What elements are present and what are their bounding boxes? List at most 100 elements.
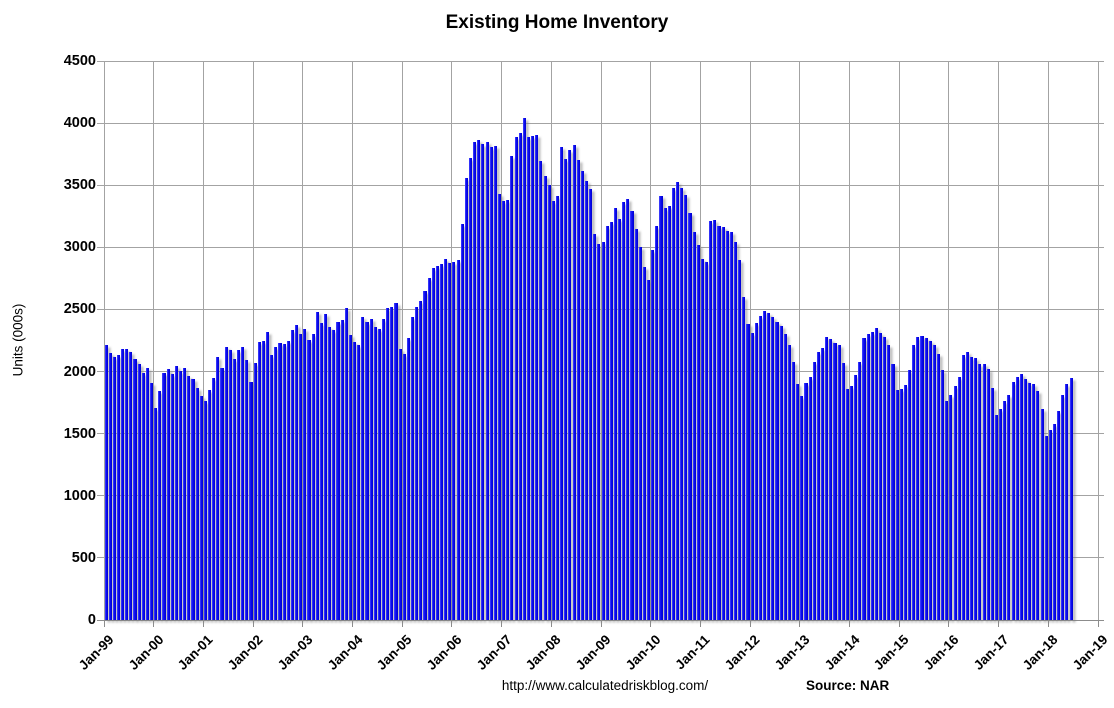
bar	[725, 231, 729, 620]
bar	[821, 347, 825, 620]
bar	[307, 339, 311, 620]
bar	[419, 301, 423, 620]
bar	[357, 345, 361, 620]
bar	[348, 334, 352, 620]
v-gridline	[202, 61, 204, 620]
bar	[435, 265, 439, 620]
y-tick-label: 4500	[63, 53, 96, 69]
v-gridline	[948, 61, 950, 620]
bar	[1011, 381, 1015, 620]
bar	[676, 182, 680, 620]
bar	[705, 262, 709, 620]
bar	[1032, 383, 1036, 620]
y-tick-label: 2500	[63, 301, 96, 318]
bar	[452, 261, 456, 620]
bar	[427, 278, 431, 620]
bar	[858, 361, 862, 620]
x-tick-label: Jan-18	[1020, 632, 1061, 673]
v-gridline	[252, 61, 254, 620]
bar	[129, 352, 133, 620]
bar	[638, 247, 642, 620]
bar	[406, 338, 410, 620]
bar	[473, 141, 477, 620]
bar	[688, 212, 692, 620]
x-tick-label: Jan-01	[175, 632, 216, 673]
bar	[990, 387, 994, 620]
bar	[1003, 401, 1007, 620]
bar	[493, 146, 497, 620]
y-tick-label: 500	[71, 549, 96, 566]
bar	[1065, 383, 1069, 620]
bar	[415, 306, 419, 620]
bar	[999, 408, 1003, 620]
x-tick-label: Jan-19	[1069, 632, 1111, 673]
bar	[597, 243, 601, 620]
bar	[568, 150, 572, 620]
bar	[630, 211, 634, 620]
bar	[464, 177, 468, 620]
bar	[920, 335, 924, 620]
bar	[634, 229, 638, 620]
bar	[866, 334, 870, 620]
bar	[1023, 379, 1028, 620]
x-tick-label: Jan-99	[75, 632, 117, 673]
y-tick-label: 2000	[63, 363, 96, 380]
bar	[870, 331, 874, 620]
bar	[589, 188, 593, 620]
bar	[253, 362, 257, 620]
v-gridline	[501, 61, 503, 620]
x-tick	[650, 620, 652, 627]
bar	[738, 259, 742, 620]
bar	[618, 218, 622, 620]
bar	[891, 364, 895, 620]
bar	[941, 370, 945, 620]
bar	[887, 345, 891, 620]
bar	[299, 334, 303, 620]
bar	[174, 365, 178, 620]
bar	[1048, 429, 1052, 620]
bar	[539, 161, 543, 620]
bar	[485, 141, 489, 620]
bar	[104, 345, 108, 620]
bar	[208, 390, 212, 620]
bar	[721, 227, 725, 620]
bar	[481, 144, 485, 620]
v-gridline	[650, 61, 652, 620]
bar	[282, 343, 286, 620]
x-tick	[799, 620, 801, 627]
bar	[232, 359, 236, 620]
bar	[572, 144, 576, 620]
bar	[642, 266, 646, 620]
bar	[986, 369, 990, 620]
bar	[162, 372, 166, 620]
bar	[535, 134, 539, 620]
bar	[622, 202, 626, 620]
x-tick-label: Jan-17	[970, 632, 1012, 673]
bar	[203, 400, 207, 620]
bar	[771, 316, 775, 620]
bar	[410, 316, 415, 620]
v-gridline	[1097, 61, 1099, 620]
bar	[183, 367, 187, 620]
bar	[336, 321, 340, 620]
bar	[916, 336, 920, 620]
bar	[593, 233, 597, 620]
v-gridline	[302, 61, 304, 620]
x-tick-label: Jan-00	[125, 632, 167, 673]
bar	[108, 352, 112, 620]
x-tick	[1047, 620, 1049, 627]
bar	[510, 156, 514, 620]
x-tick	[153, 620, 155, 627]
x-tick-label: Jan-02	[224, 632, 266, 673]
bar	[547, 185, 551, 620]
bar	[663, 208, 667, 620]
bar	[1057, 411, 1061, 620]
x-tick	[699, 620, 701, 627]
bar	[328, 326, 332, 620]
bar	[402, 353, 406, 620]
bar	[365, 321, 369, 620]
bar	[949, 395, 953, 620]
bar	[199, 396, 203, 620]
bar	[112, 357, 116, 620]
bar	[692, 232, 696, 620]
